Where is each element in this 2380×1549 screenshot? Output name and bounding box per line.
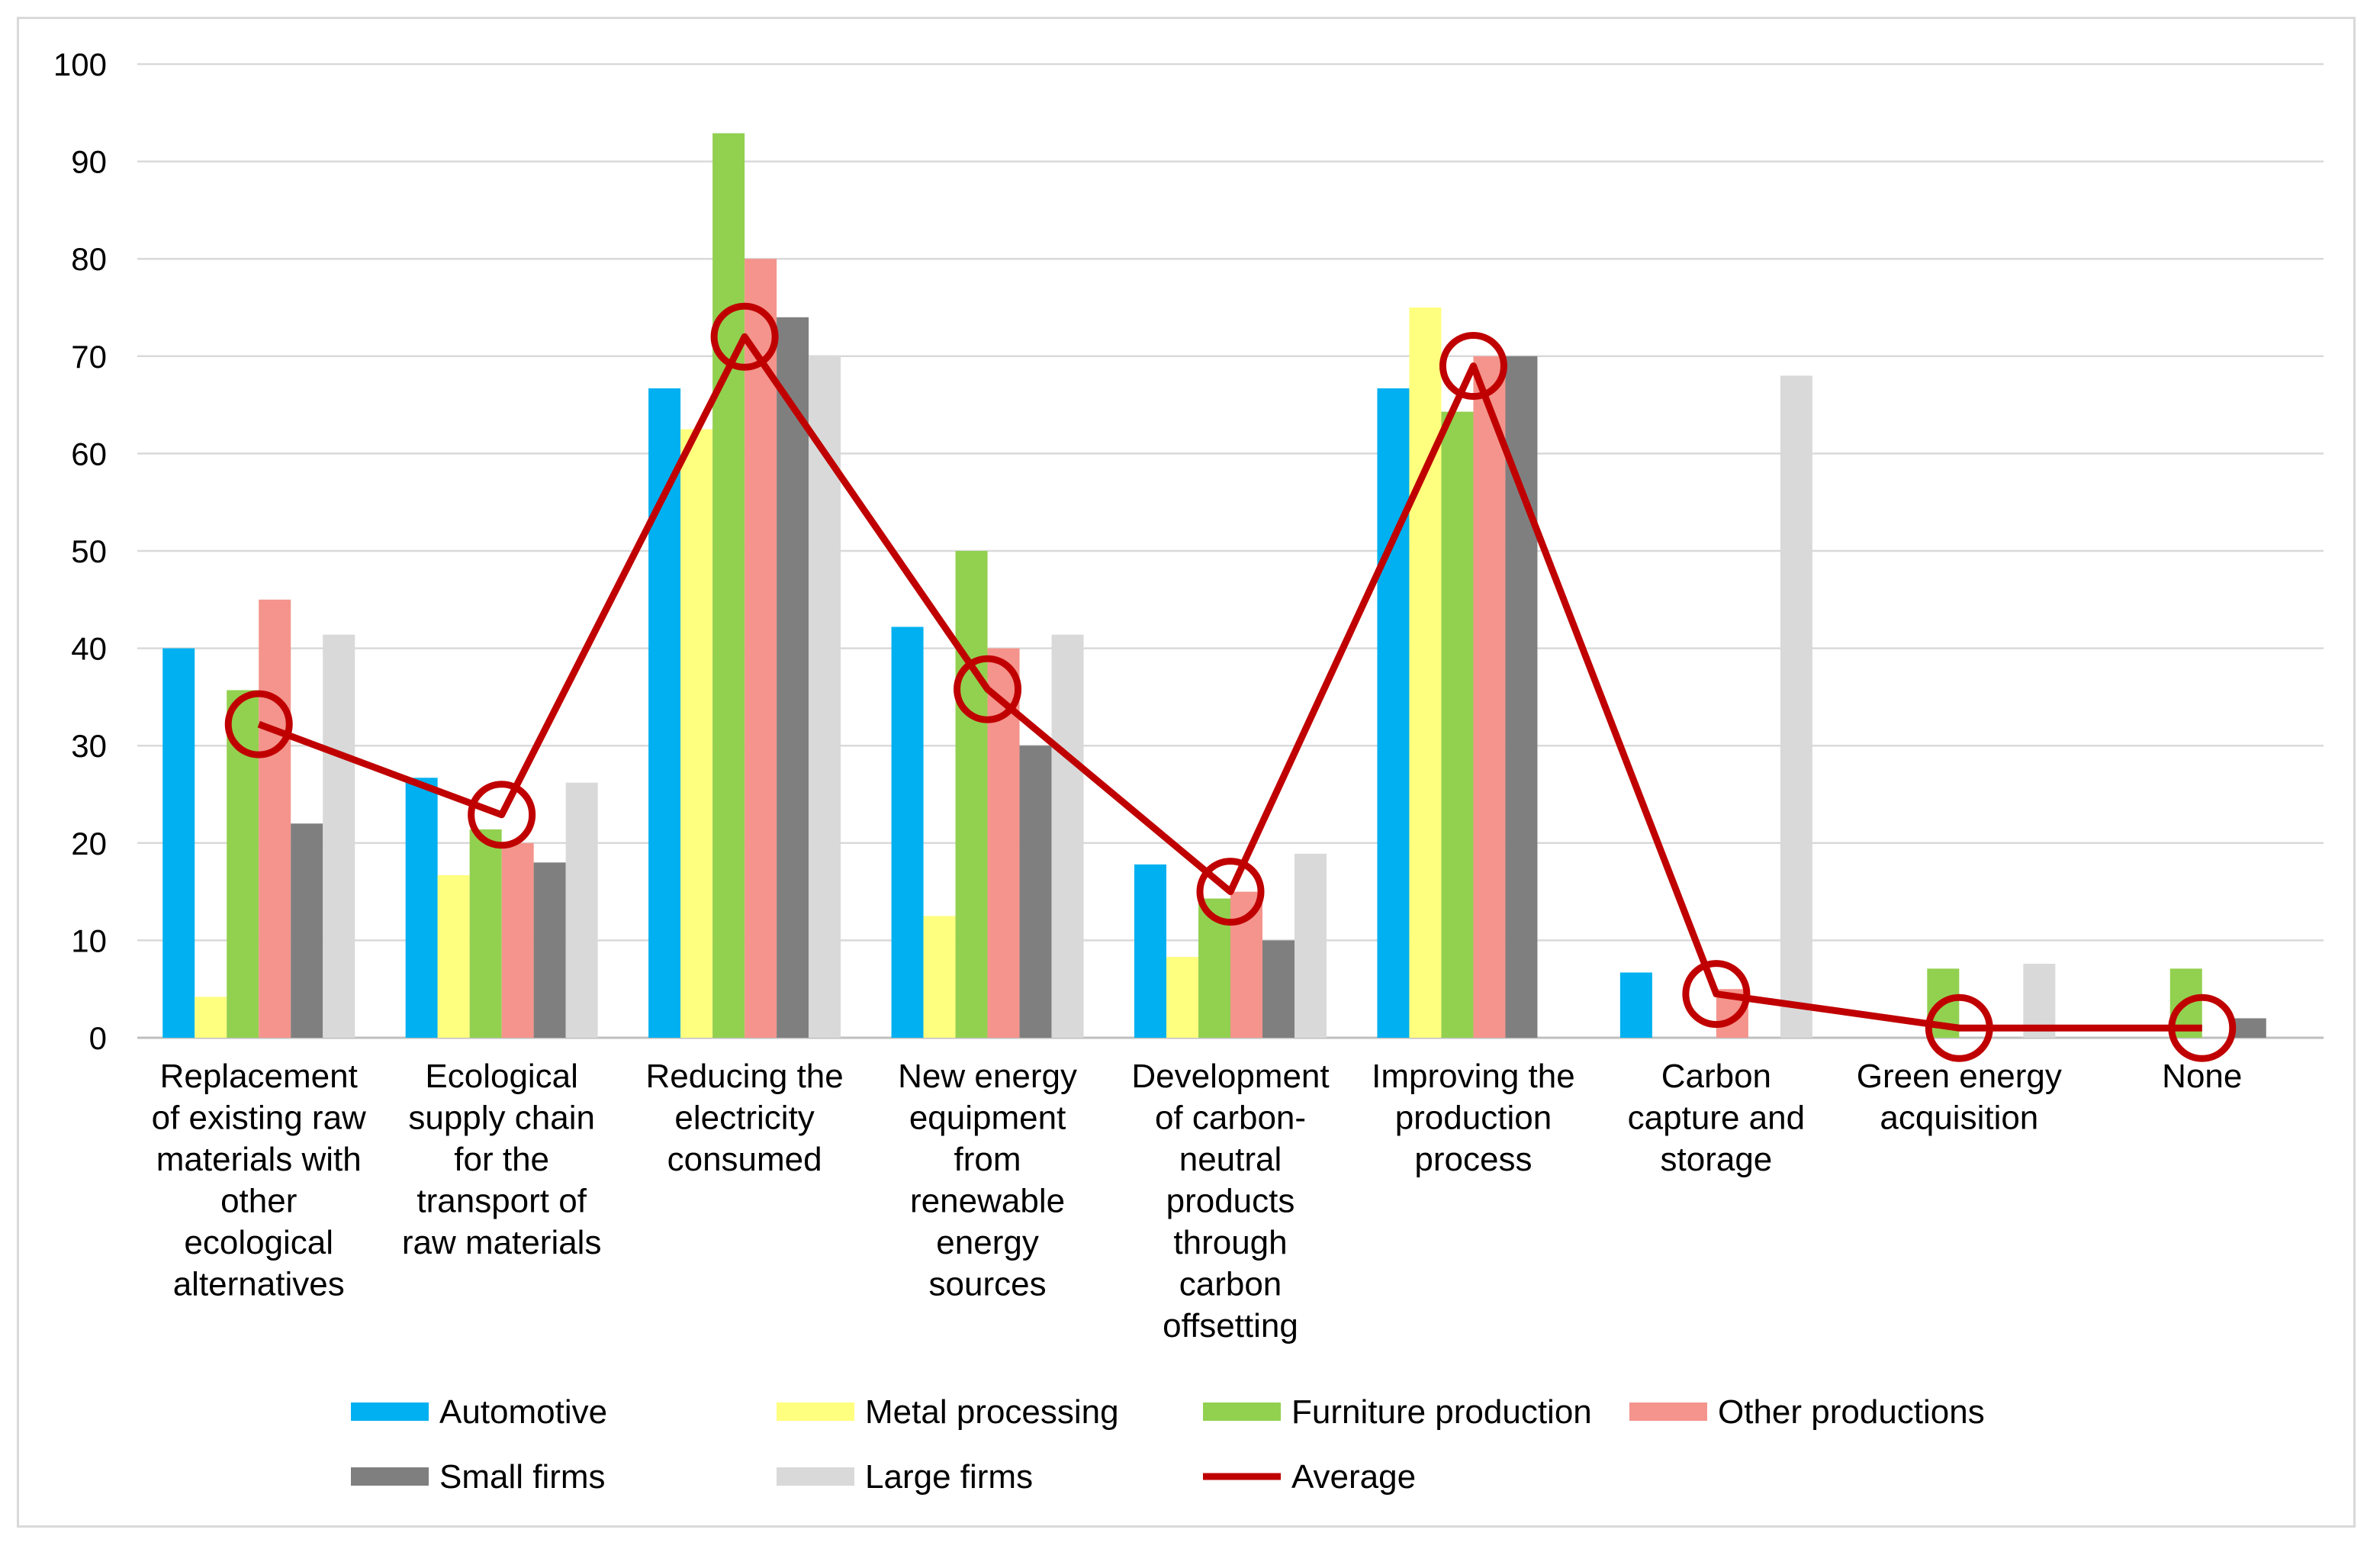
legend-swatch: [351, 1467, 429, 1486]
bar: [1262, 940, 1295, 1038]
y-tick-label: 80: [71, 241, 107, 277]
bar: [1166, 957, 1198, 1038]
average-marker: [1439, 332, 1507, 401]
legend-label: Other productions: [1718, 1393, 1985, 1431]
legend-swatch: [1203, 1402, 1281, 1421]
bar: [1409, 308, 1442, 1038]
bar: [162, 648, 195, 1038]
average-marker: [1196, 858, 1265, 926]
bar: [195, 997, 227, 1038]
bar: [291, 823, 323, 1038]
legend-swatch: [351, 1402, 429, 1421]
bar: [501, 842, 534, 1038]
bar: [323, 634, 355, 1038]
y-tick-label: 70: [71, 339, 107, 375]
bar: [533, 862, 566, 1038]
bar: [1019, 746, 1052, 1038]
legend-label: Large firms: [865, 1458, 1033, 1496]
average-marker: [468, 781, 536, 849]
bar: [1619, 972, 1652, 1038]
bar: [1051, 634, 1084, 1038]
average-marker: [710, 302, 779, 371]
y-tick-label: 20: [71, 826, 107, 861]
chart-frame: [17, 17, 2356, 1528]
bar: [955, 551, 988, 1038]
x-tick-label: Green energy acquisition: [1857, 1058, 2062, 1137]
bar: [259, 599, 291, 1038]
average-line: [257, 333, 2202, 1032]
y-tick-label: 10: [71, 923, 107, 958]
bar: [2234, 1018, 2266, 1038]
bar: [648, 388, 681, 1039]
legend-label: Furniture production: [1291, 1393, 1592, 1431]
bar: [1441, 411, 1474, 1038]
bar: [469, 829, 502, 1038]
x-tick-label: New energy equipment from renewable energy so…: [898, 1058, 1077, 1303]
legend-swatch: [1629, 1402, 1707, 1421]
legend-swatch: [777, 1402, 854, 1421]
bar: [745, 259, 777, 1038]
y-tick-label: 50: [71, 533, 107, 569]
bar: [891, 626, 924, 1038]
x-tick-label: None: [2162, 1058, 2242, 1095]
bar: [777, 317, 809, 1038]
average-marker: [1925, 993, 1993, 1062]
bar: [923, 916, 956, 1038]
bar: [1377, 388, 1410, 1039]
bar: [680, 429, 713, 1038]
x-tick-label: Development of carbon-neutral products thro…: [1131, 1058, 1329, 1345]
bar: [1473, 356, 1506, 1038]
bar: [437, 874, 470, 1038]
legend-label: Metal processing: [865, 1393, 1119, 1431]
average-marker: [1682, 960, 1751, 1029]
bar: [712, 133, 745, 1039]
y-tick-label: 90: [71, 144, 107, 180]
x-tick-label: Carbon capture and storage: [1628, 1058, 1805, 1178]
average-marker: [224, 690, 293, 758]
bar: [1780, 375, 1812, 1038]
y-tick-label: 30: [71, 728, 107, 764]
x-tick-label: Ecological supply chain for the transport o…: [402, 1058, 602, 1261]
y-tick-label: 60: [71, 436, 107, 472]
x-tick-label: Reducing the electricity consumed: [645, 1058, 843, 1178]
y-tick-label: 0: [89, 1020, 107, 1056]
y-tick-label: 40: [71, 631, 107, 667]
legend-label: Small firms: [439, 1458, 606, 1496]
legend-label: Automotive: [439, 1393, 607, 1431]
average-marker: [2168, 993, 2237, 1062]
x-tick-label: Improving the production process: [1372, 1058, 1575, 1178]
average-marker: [954, 655, 1022, 723]
legend-swatch: [777, 1467, 854, 1486]
legend-label: Average: [1291, 1458, 1416, 1496]
y-tick-label: 100: [53, 47, 107, 82]
bar: [1134, 864, 1166, 1038]
x-tick-label: Replacement of existing raw materials with…: [152, 1058, 366, 1303]
bar: [565, 782, 598, 1038]
bar: [405, 778, 438, 1038]
bar: [1295, 853, 1327, 1038]
